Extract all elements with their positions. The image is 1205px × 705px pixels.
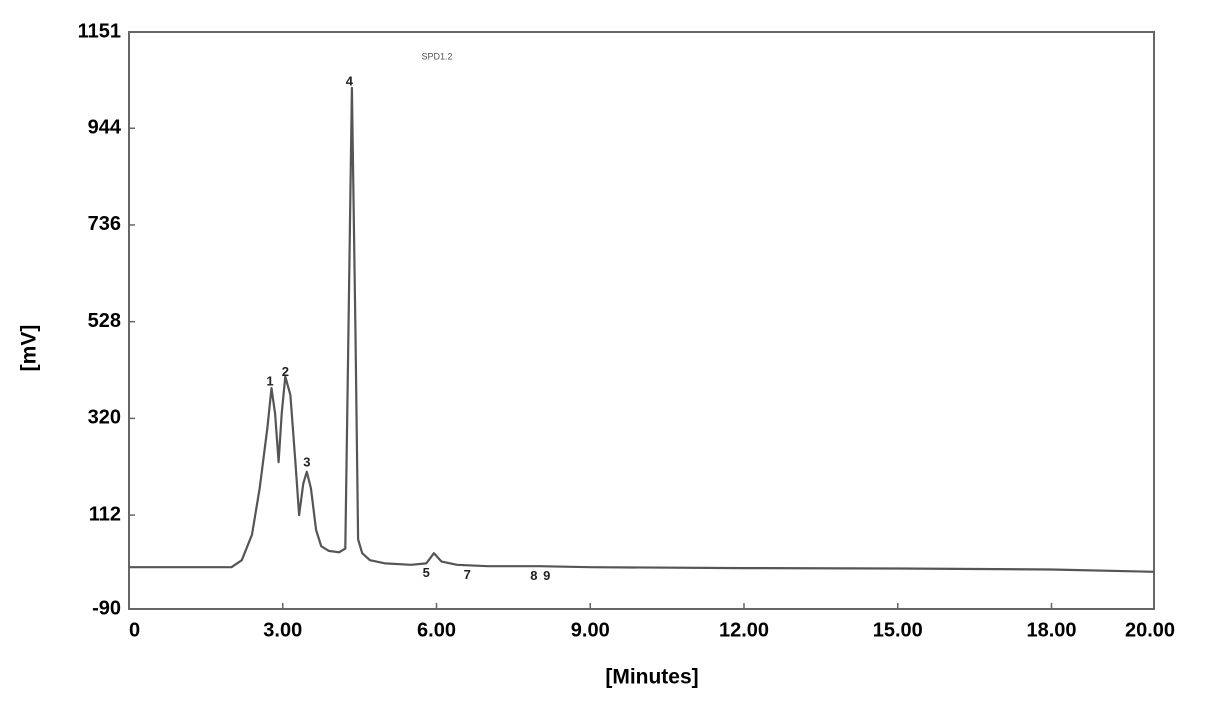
- y-tick-label: 736: [88, 213, 121, 235]
- y-tick-label: 528: [88, 310, 121, 332]
- y-tick-label: -90: [92, 597, 121, 619]
- peak-label: 8: [530, 568, 537, 583]
- peak-label: 7: [464, 567, 471, 582]
- x-tick-label: 15.00: [873, 619, 923, 641]
- peak-label: 3: [303, 455, 310, 470]
- x-tick-label: 3.00: [263, 619, 302, 641]
- chromatogram-line: [129, 86, 1155, 573]
- x-tick-label: 0: [129, 619, 140, 641]
- x-axis-title: [Minutes]: [605, 666, 698, 689]
- x-tick-label: 18.00: [1026, 619, 1076, 641]
- peak-label: 5: [423, 565, 430, 580]
- y-tick-label: 944: [88, 117, 122, 139]
- x-tick-label: 12.00: [719, 619, 769, 641]
- x-tick-label: 9.00: [571, 619, 610, 641]
- peak-label: 2: [282, 364, 289, 379]
- y-tick-label: 112: [89, 503, 121, 525]
- peak-label: 9: [543, 568, 550, 583]
- peak-label: 4: [346, 73, 354, 88]
- y-axis-title: [mV]: [18, 325, 41, 372]
- plot-frame: [128, 31, 1155, 610]
- chart-title: SPD1.2: [421, 51, 452, 61]
- x-tick-label: 6.00: [417, 619, 456, 641]
- x-tick-label: 20.00: [1125, 619, 1175, 641]
- peak-label: 1: [266, 373, 273, 388]
- y-tick-label: 1151: [78, 20, 121, 42]
- y-tick-label: 320: [88, 407, 121, 429]
